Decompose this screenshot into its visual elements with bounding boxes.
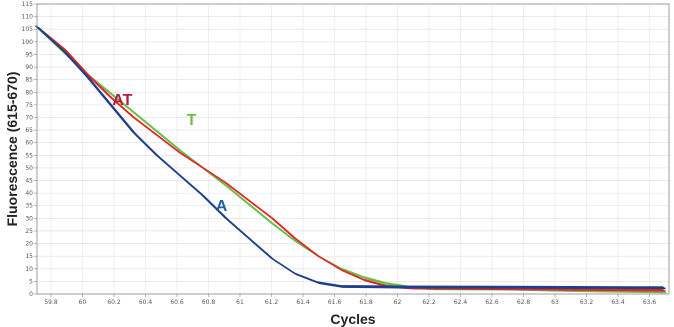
y-tick-label: 95 <box>25 51 33 58</box>
x-axis-title: Cycles <box>330 311 375 327</box>
y-tick-label: 65 <box>25 127 33 134</box>
y-tick-label: 100 <box>22 39 34 46</box>
y-tick-label: 115 <box>22 1 34 8</box>
y-tick-label: 5 <box>29 278 33 285</box>
series-line-a <box>37 26 666 290</box>
y-tick-label: 85 <box>25 77 33 84</box>
x-tick-label: 62.4 <box>454 299 468 306</box>
series-labels: AT T A <box>112 92 227 215</box>
series-label-a: A <box>216 198 228 215</box>
x-tick-label: 62.6 <box>485 299 499 306</box>
y-tick-label: 15 <box>25 253 33 260</box>
y-tick-label: 25 <box>25 228 33 235</box>
y-tick-label: 10 <box>25 266 33 273</box>
x-tick-label: 60.6 <box>170 299 184 306</box>
y-tick-label: 20 <box>25 241 33 248</box>
series-line-t <box>35 25 664 292</box>
x-axis-ticks: 59.8 60 60.2 60.4 60.6 60.8 61 61.2 61.4 61.6 61.8… <box>44 294 657 306</box>
x-tick-label: 62.8 <box>517 299 531 306</box>
x-tick-label: 61.2 <box>265 299 279 306</box>
y-tick-label: 55 <box>25 152 33 159</box>
y-tick-label: 80 <box>25 89 33 96</box>
y-tick-label: 90 <box>25 64 33 71</box>
series-line-a <box>35 25 664 288</box>
x-tick-label: 62 <box>394 299 402 306</box>
plot-frame <box>36 3 670 295</box>
x-tick-label: 62.2 <box>422 299 436 306</box>
x-tick-label: 60.4 <box>139 299 153 306</box>
x-tick-label: 63.2 <box>580 299 594 306</box>
y-tick-label: 110 <box>22 14 34 21</box>
y-tick-label: 70 <box>25 114 33 121</box>
x-tick-label: 61.6 <box>328 299 342 306</box>
y-tick-label: 45 <box>25 178 33 185</box>
y-axis-title: Fluorescence (615-670) <box>4 72 20 227</box>
y-tick-label: 60 <box>25 140 33 147</box>
y-tick-label: 50 <box>25 165 33 172</box>
grid <box>37 3 669 295</box>
x-tick-label: 60.8 <box>202 299 216 306</box>
series-label-t: T <box>187 112 197 129</box>
series-label-at: AT <box>112 92 132 109</box>
x-tick-label: 63.6 <box>643 299 657 306</box>
series-line-a <box>36 26 665 289</box>
x-tick-label: 63.4 <box>611 299 625 306</box>
x-tick-label: 61.4 <box>296 299 310 306</box>
x-tick-label: 61 <box>236 299 244 306</box>
y-tick-label: 30 <box>25 215 33 222</box>
x-tick-label: 61.8 <box>359 299 373 306</box>
series-line-at <box>36 26 665 291</box>
y-tick-label: 75 <box>25 102 33 109</box>
y-tick-label: 35 <box>25 203 33 210</box>
y-tick-label: 40 <box>25 190 33 197</box>
y-tick-label: 0 <box>29 291 33 298</box>
series-line-t <box>38 27 667 294</box>
y-tick-label: 105 <box>22 26 34 33</box>
x-tick-label: 59.8 <box>44 299 58 306</box>
x-tick-label: 60 <box>79 299 87 306</box>
series-line-t <box>34 25 663 292</box>
x-tick-label: 63 <box>551 299 559 306</box>
series-line-at <box>35 25 664 291</box>
x-tick-label: 60.2 <box>107 299 121 306</box>
series-lines <box>34 25 667 294</box>
y-axis-ticks: 0 5 10 15 20 25 30 35 40 45 50 55 60 65 70 75 80 85 90 95 10… <box>22 1 37 298</box>
